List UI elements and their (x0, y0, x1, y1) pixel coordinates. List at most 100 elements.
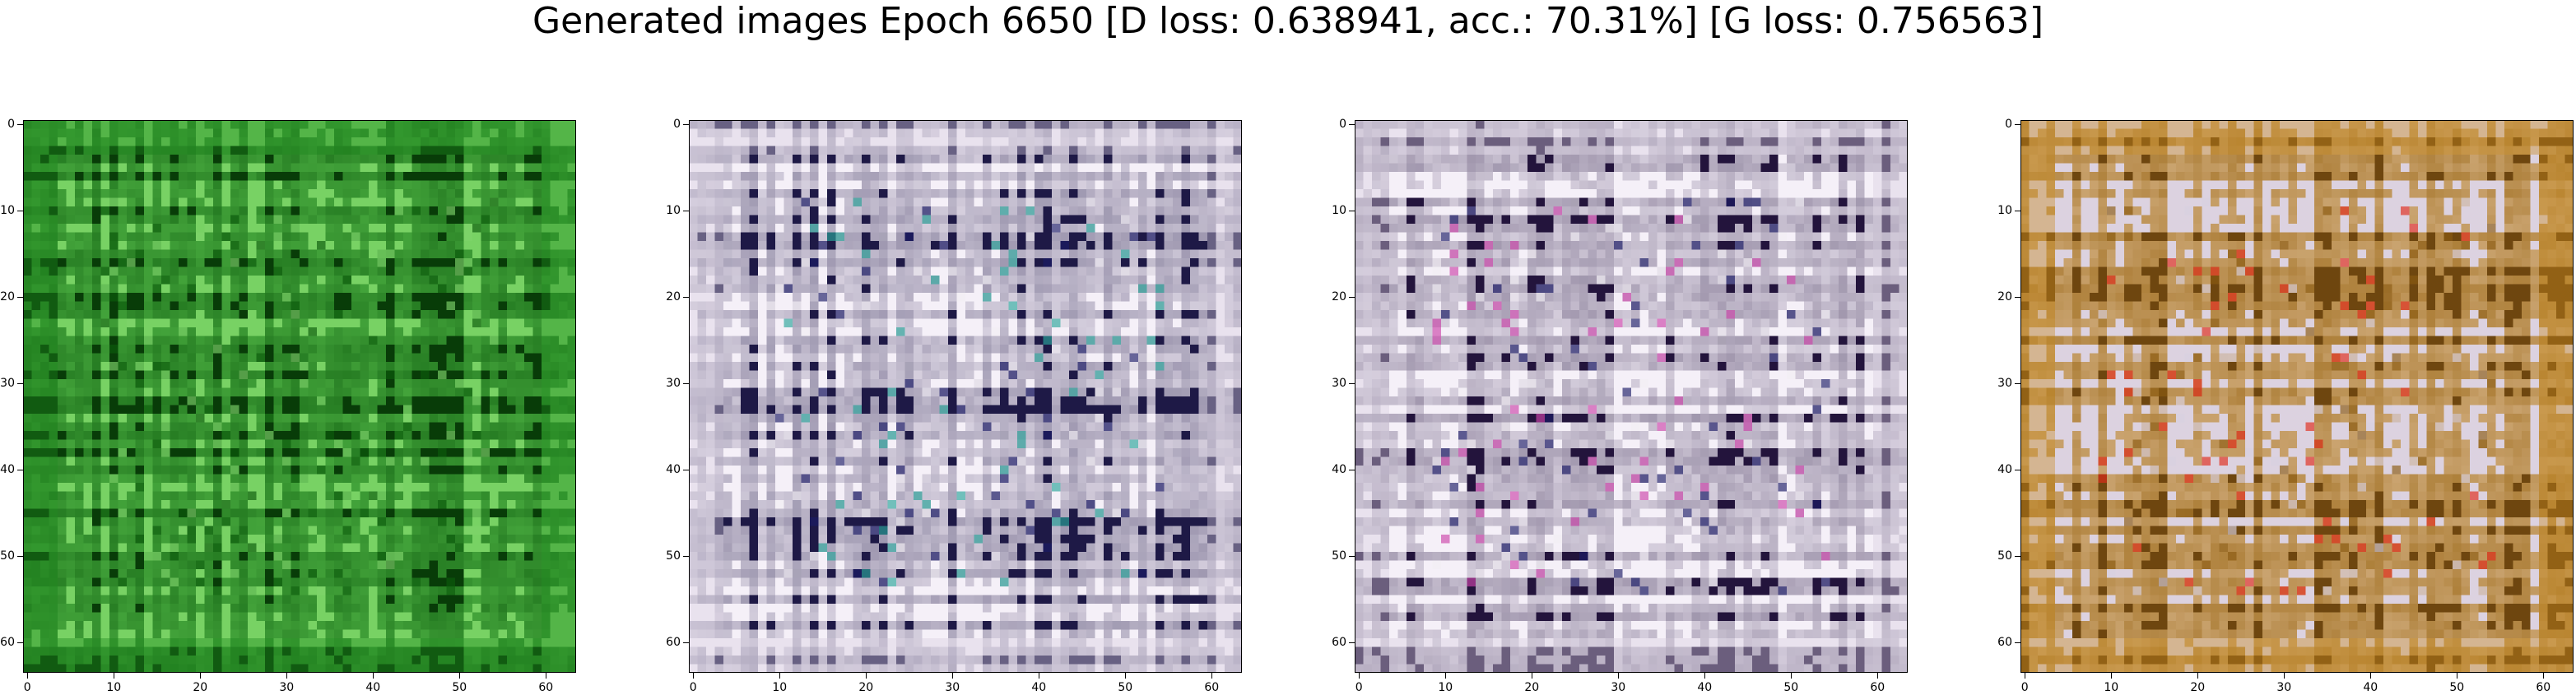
x-tick-label: 10 (1438, 681, 1453, 694)
x-tick-mark (1704, 673, 1706, 679)
x-tick-label: 30 (279, 681, 295, 694)
x-tick-label: 40 (1697, 681, 1713, 694)
x-tick-label: 60 (1204, 681, 1220, 694)
y-tick-label: 60 (666, 636, 681, 650)
x-tick-mark (2197, 673, 2199, 679)
x-tick-label: 60 (2536, 681, 2551, 694)
y-tick-mark (683, 297, 689, 299)
y-tick-label: 60 (1332, 636, 1346, 650)
figure-title: Generated images Epoch 6650 [D loss: 0.6… (532, 0, 2044, 42)
y-tick-label: 20 (0, 290, 15, 304)
y-tick-mark (1349, 642, 1355, 644)
y-tick-mark (683, 642, 689, 644)
x-tick-mark (1125, 673, 1127, 679)
x-tick-label: 60 (1870, 681, 1886, 694)
x-tick-mark (2284, 673, 2285, 679)
y-tick-label: 40 (0, 463, 15, 477)
image-panel-3: 0 10 20 30 40 50 60 0 10 20 30 40 50 60 (1332, 118, 1908, 694)
x-tick-label: 60 (538, 681, 554, 694)
x-tick-mark (866, 673, 867, 679)
y-tick-mark (683, 124, 689, 126)
y-tick-label: 10 (666, 204, 681, 218)
x-tick-label: 40 (1031, 681, 1047, 694)
x-tick-mark (459, 673, 461, 679)
x-tick-mark (27, 673, 29, 679)
y-tick-label: 30 (666, 377, 681, 391)
y-tick-mark (17, 297, 23, 299)
x-tick-label: 20 (2190, 681, 2206, 694)
x-tick-mark (693, 673, 695, 679)
x-tick-mark (2543, 673, 2545, 679)
y-tick-label: 0 (1339, 118, 1346, 132)
y-tick-label: 30 (1332, 377, 1346, 391)
x-tick-label: 30 (945, 681, 960, 694)
x-tick-label: 30 (1611, 681, 1626, 694)
image-panel-4: 0 10 20 30 40 50 60 0 10 20 30 40 50 60 (1997, 118, 2574, 694)
y-tick-mark (683, 383, 689, 385)
x-tick-mark (1445, 673, 1447, 679)
y-tick-mark (2015, 383, 2020, 385)
x-tick-label: 20 (193, 681, 208, 694)
x-tick-label: 30 (2276, 681, 2292, 694)
y-tick-label: 10 (1332, 204, 1346, 218)
y-tick-label: 50 (666, 549, 681, 563)
x-tick-label: 50 (2449, 681, 2465, 694)
generated-image-2 (689, 120, 1242, 673)
generated-image-3 (1355, 120, 1908, 673)
x-tick-label: 40 (2363, 681, 2378, 694)
image-panel-2: 0 10 20 30 40 50 60 0 10 20 30 40 50 60 (666, 118, 1242, 694)
x-tick-label: 20 (858, 681, 874, 694)
x-tick-mark (2111, 673, 2113, 679)
y-tick-mark (2015, 556, 2020, 558)
y-tick-label: 50 (1332, 549, 1346, 563)
y-tick-mark (1349, 383, 1355, 385)
y-tick-label: 0 (7, 118, 15, 132)
x-tick-mark (1211, 673, 1213, 679)
y-tick-label: 20 (1997, 290, 2012, 304)
y-tick-label: 30 (0, 377, 15, 391)
x-tick-mark (952, 673, 954, 679)
x-tick-label: 40 (365, 681, 381, 694)
x-tick-mark (2370, 673, 2372, 679)
x-tick-mark (1618, 673, 1620, 679)
x-tick-label: 50 (1118, 681, 1133, 694)
y-tick-label: 60 (1997, 636, 2012, 650)
x-tick-mark (779, 673, 781, 679)
generated-image-4 (2020, 120, 2574, 673)
x-tick-label: 50 (1783, 681, 1799, 694)
y-tick-mark (1349, 297, 1355, 299)
y-tick-mark (1349, 556, 1355, 558)
y-tick-label: 0 (2005, 118, 2012, 132)
y-tick-label: 20 (666, 290, 681, 304)
image-panel-1: 0 10 20 30 40 50 60 0 10 20 30 40 50 60 (0, 118, 576, 694)
y-tick-mark (17, 383, 23, 385)
y-tick-label: 40 (1332, 463, 1346, 477)
x-tick-mark (373, 673, 374, 679)
y-tick-mark (2015, 124, 2020, 126)
y-tick-label: 40 (1997, 463, 2012, 477)
y-tick-label: 0 (673, 118, 681, 132)
x-tick-label: 10 (772, 681, 788, 694)
x-tick-label: 0 (2020, 681, 2029, 694)
y-tick-mark (683, 556, 689, 558)
x-tick-mark (200, 673, 202, 679)
y-tick-mark (2015, 297, 2020, 299)
y-tick-mark (17, 556, 23, 558)
x-tick-label: 50 (452, 681, 467, 694)
y-tick-mark (17, 642, 23, 644)
y-tick-label: 20 (1332, 290, 1346, 304)
generated-image-1 (23, 120, 576, 673)
x-tick-mark (1359, 673, 1360, 679)
y-tick-label: 50 (0, 549, 15, 563)
x-tick-label: 20 (1524, 681, 1540, 694)
y-tick-mark (17, 124, 23, 126)
x-tick-mark (1791, 673, 1793, 679)
x-tick-label: 10 (2104, 681, 2119, 694)
y-tick-label: 60 (0, 636, 15, 650)
x-tick-label: 0 (689, 681, 697, 694)
x-tick-mark (1877, 673, 1879, 679)
y-tick-label: 50 (1997, 549, 2012, 563)
x-tick-label: 0 (23, 681, 31, 694)
y-tick-label: 10 (1997, 204, 2012, 218)
y-tick-mark (1349, 124, 1355, 126)
